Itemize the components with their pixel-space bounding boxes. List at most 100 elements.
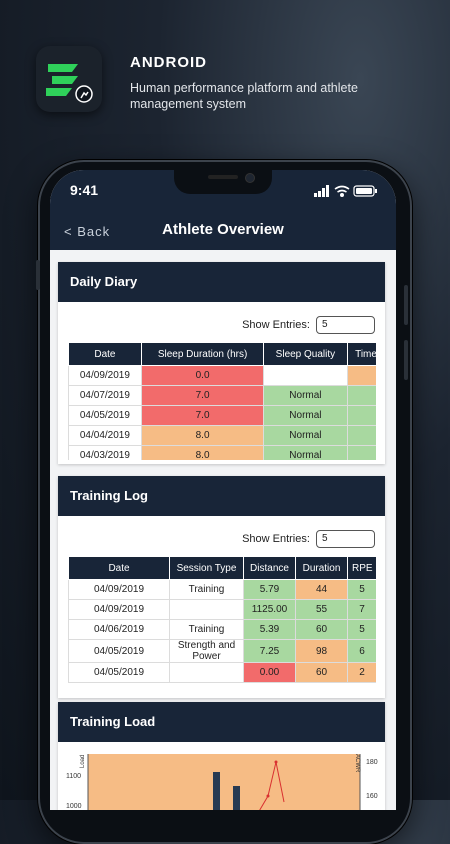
table-cell: Strength and Power (169, 639, 244, 663)
table-cell: 04/05/2019 (68, 662, 170, 683)
table-cell: 5.79 (243, 579, 296, 600)
column-header[interactable]: Duration (295, 556, 348, 580)
status-time: 9:41 (70, 182, 99, 198)
entries-input[interactable]: 5 (316, 530, 375, 548)
table-row: 04/05/2019 0.00 60 2 (68, 662, 376, 683)
table-cell: 04/06/2019 (68, 619, 170, 640)
table-cell: 6 (347, 639, 376, 663)
show-entries-label: Show Entries: (242, 319, 310, 331)
acwr-point (274, 760, 278, 764)
table-cell: Normal (263, 445, 348, 460)
right-tick: 160 (366, 793, 378, 800)
table-row: 04/06/2019 Training 5.39 60 5 (68, 619, 376, 640)
right-axis-label: ACWR (354, 754, 360, 773)
show-entries-label: Show Entries: (242, 533, 310, 545)
table-cell: 98 (295, 639, 348, 663)
wifi-icon (334, 185, 350, 198)
promo-title: ANDROID (130, 54, 207, 71)
table-cell: 5.39 (243, 619, 296, 640)
table-cell: 04/05/2019 (68, 405, 142, 426)
table-cell: 7 (347, 599, 376, 620)
table-row: 04/09/2019 1125.00 55 7 (68, 599, 376, 620)
training-table-scroll[interactable]: Date Session Type Distance Duration RPE 04/0… (68, 556, 376, 692)
table-cell: Normal (263, 385, 348, 406)
table-cell: Normal (263, 405, 348, 426)
table-cell: 04/09/2019 (68, 579, 170, 600)
column-header[interactable]: Time Zone Cross (346, 342, 376, 366)
promo-subtitle: Human performance platform and athlete m… (130, 81, 358, 111)
table-cell: 55 (295, 599, 348, 620)
phone-side-button (404, 340, 408, 380)
left-axis-label: Load (80, 755, 86, 768)
table-cell: 7.0 (140, 385, 265, 406)
table-cell: 04/07/2019 (68, 385, 142, 406)
table-cell: 5 (347, 619, 376, 640)
phone-side-button (404, 285, 408, 325)
table-cell: 5 (347, 579, 376, 600)
table-cell: False (346, 385, 376, 406)
table-cell: 7.0 (140, 405, 265, 426)
table-cell: 04/04/2019 (68, 425, 142, 446)
diary-table-scroll[interactable]: Date Sleep Duration (hrs) Sleep Quality Tim… (68, 342, 376, 460)
table-cell: Training (169, 619, 244, 640)
phone-screen: 9:41 (50, 170, 396, 810)
status-bar: 9:41 (50, 170, 396, 210)
training-table: Date Session Type Distance Duration RPE 04/0… (68, 556, 376, 683)
back-button[interactable]: < Back (64, 224, 111, 239)
table-cell: 8.0 (140, 425, 265, 446)
table-cell: False (346, 425, 376, 446)
acwr-line (259, 761, 285, 810)
app-logo (36, 46, 102, 112)
table-cell: False (346, 405, 376, 426)
battery-icon (353, 185, 377, 197)
table-cell: 04/03/2019 (68, 445, 142, 460)
table-cell: True (346, 365, 376, 386)
table-cell: 0.0 (140, 365, 265, 386)
table-cell (263, 365, 348, 386)
table-cell: 0.00 (243, 662, 296, 683)
notch (174, 170, 272, 194)
table-cell: 04/09/2019 (68, 365, 142, 386)
column-header[interactable]: Date (68, 556, 170, 580)
nav-bar: < Back Athlete Overview (50, 210, 396, 250)
chart-plot-area (88, 754, 360, 810)
camera (245, 173, 255, 183)
column-header[interactable]: Session Type (169, 556, 244, 580)
table-cell (169, 599, 244, 620)
table-cell: 60 (295, 662, 348, 683)
column-header[interactable]: Date (68, 342, 142, 366)
training-load-chart: 1100 1000 900 180 160 140 Load ACWR (66, 754, 378, 810)
column-header[interactable]: Distance (243, 556, 296, 580)
card-title: Daily Diary (58, 262, 385, 302)
table-cell: Training (169, 579, 244, 600)
entries-input[interactable]: 5 (316, 316, 375, 334)
card-title: Training Log (58, 476, 385, 516)
table-cell: 7.25 (243, 639, 296, 663)
page-title: Athlete Overview (162, 221, 284, 238)
status-icons (314, 184, 378, 202)
show-entries: Show Entries: 5 (242, 316, 375, 334)
table-cell (169, 662, 244, 683)
table-row: 04/05/2019 Strength and Power 7.25 98 6 (68, 639, 376, 663)
column-header[interactable]: Sleep Quality (263, 342, 348, 366)
daily-diary-card: Daily Diary Show Entries: 5 Date Sleep Du… (58, 262, 385, 464)
acwr-point (266, 794, 270, 798)
right-tick: 180 (366, 759, 378, 766)
left-tick: 1100 (66, 773, 81, 780)
column-header[interactable]: RPE (347, 556, 376, 580)
table-row: 04/09/2019 Training 5.79 44 5 (68, 579, 376, 600)
phone-side-button (36, 260, 40, 290)
table-cell: Normal (263, 425, 348, 446)
table-cell: 44 (295, 579, 348, 600)
chart-bar (233, 786, 240, 810)
show-entries: Show Entries: 5 (242, 530, 375, 548)
signal-icon (314, 185, 329, 197)
table-cell: 1125.00 (243, 599, 296, 620)
column-header[interactable]: Sleep Duration (hrs) (140, 342, 265, 366)
left-tick: 1000 (66, 803, 82, 810)
speaker (208, 175, 238, 179)
diary-table: Date Sleep Duration (hrs) Sleep Quality Tim… (68, 342, 376, 460)
